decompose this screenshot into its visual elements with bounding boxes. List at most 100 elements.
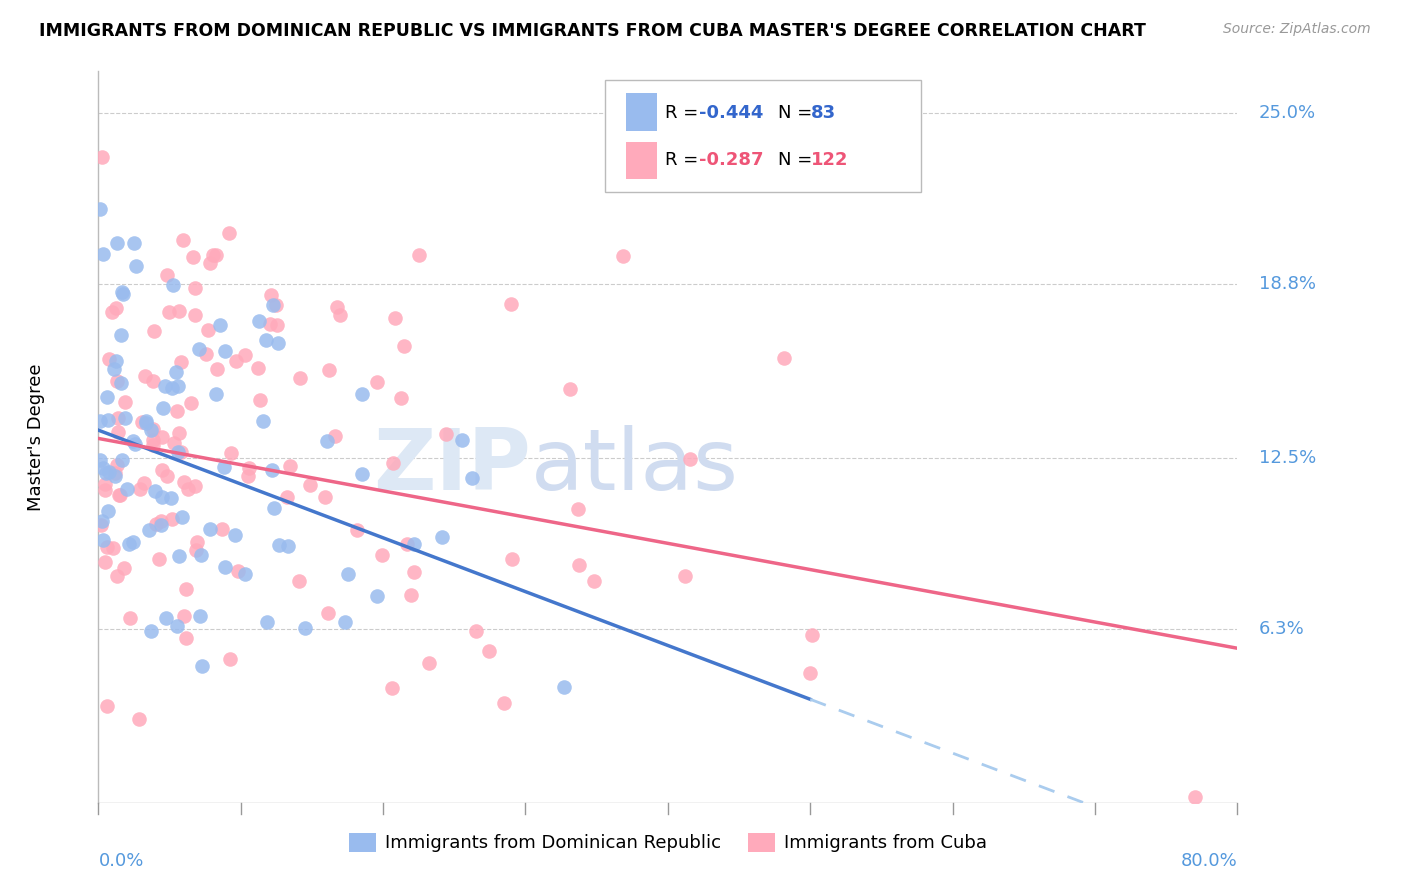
Point — [155, 611, 177, 625]
Point — [198, 256, 221, 270]
Point — [228, 565, 250, 579]
Point — [134, 369, 156, 384]
Text: Source: ZipAtlas.com: Source: ZipAtlas.com — [1223, 22, 1371, 37]
Point — [350, 467, 373, 481]
Point — [233, 348, 256, 362]
Point — [214, 560, 236, 574]
Point — [122, 235, 145, 250]
Point — [128, 482, 150, 496]
Point — [333, 615, 356, 630]
Text: 6.3%: 6.3% — [1258, 620, 1305, 638]
Point — [350, 387, 373, 401]
Point — [267, 336, 290, 351]
Point — [381, 681, 404, 696]
Point — [337, 566, 360, 581]
Point — [93, 247, 115, 261]
Point — [139, 624, 162, 639]
Point — [96, 466, 118, 480]
Point — [91, 461, 114, 475]
Point — [190, 659, 212, 673]
Point — [801, 628, 824, 642]
Point — [128, 712, 150, 726]
Point — [165, 365, 187, 379]
Point — [170, 355, 193, 369]
Point — [212, 459, 235, 474]
Point — [162, 512, 184, 526]
Point — [107, 458, 129, 473]
Point — [266, 318, 288, 333]
Point — [568, 558, 591, 572]
Point — [105, 569, 128, 583]
Point — [150, 429, 173, 443]
Text: R =: R = — [665, 151, 704, 169]
Text: -0.444: -0.444 — [699, 104, 763, 122]
Point — [197, 323, 219, 337]
Point — [366, 376, 388, 390]
Point — [89, 414, 111, 428]
Point — [247, 313, 270, 327]
Legend: Immigrants from Dominican Republic, Immigrants from Cuba: Immigrants from Dominican Republic, Immi… — [342, 826, 994, 860]
Point — [90, 518, 112, 533]
Point — [259, 317, 281, 331]
Point — [173, 475, 195, 490]
Point — [97, 413, 120, 427]
Point — [112, 561, 135, 575]
Point — [159, 491, 181, 506]
Point — [799, 665, 821, 680]
Point — [166, 403, 188, 417]
Point — [553, 680, 575, 694]
Point — [679, 452, 702, 467]
Point — [252, 414, 274, 428]
Point — [104, 466, 127, 480]
Point — [236, 469, 259, 483]
Point — [117, 482, 139, 496]
Point — [166, 444, 188, 458]
Point — [170, 445, 193, 459]
Point — [176, 582, 198, 596]
Point — [177, 482, 200, 496]
Point — [186, 534, 208, 549]
Point — [103, 361, 125, 376]
Point — [110, 327, 132, 342]
Point — [238, 461, 260, 475]
Point — [184, 281, 207, 295]
Point — [125, 259, 148, 273]
Point — [167, 425, 190, 440]
Point — [94, 555, 117, 569]
Point — [558, 383, 581, 397]
Point — [157, 305, 180, 319]
Point — [371, 548, 394, 562]
Point — [166, 619, 188, 633]
Point — [101, 305, 124, 319]
Point — [141, 374, 163, 388]
Point — [366, 589, 388, 603]
Point — [149, 514, 172, 528]
Point — [461, 471, 484, 485]
Point — [264, 298, 287, 312]
Point — [132, 476, 155, 491]
Point — [124, 436, 146, 450]
Point — [94, 483, 117, 497]
Point — [249, 393, 271, 408]
Point — [465, 624, 488, 638]
Point — [105, 374, 128, 388]
Point — [174, 631, 197, 645]
Text: ZIP: ZIP — [374, 425, 531, 508]
Point — [184, 479, 207, 493]
Point — [492, 696, 515, 710]
Point — [163, 436, 186, 450]
Point — [135, 414, 157, 428]
Text: Master's Degree: Master's Degree — [27, 363, 45, 511]
Point — [288, 371, 311, 385]
Point — [156, 268, 179, 282]
Point — [194, 347, 217, 361]
Point — [156, 469, 179, 483]
Point — [392, 339, 415, 353]
Point — [91, 150, 114, 164]
Point — [114, 410, 136, 425]
Point — [318, 363, 340, 377]
Point — [329, 308, 352, 322]
Point — [262, 463, 284, 477]
Point — [89, 202, 111, 216]
Point — [135, 416, 157, 430]
